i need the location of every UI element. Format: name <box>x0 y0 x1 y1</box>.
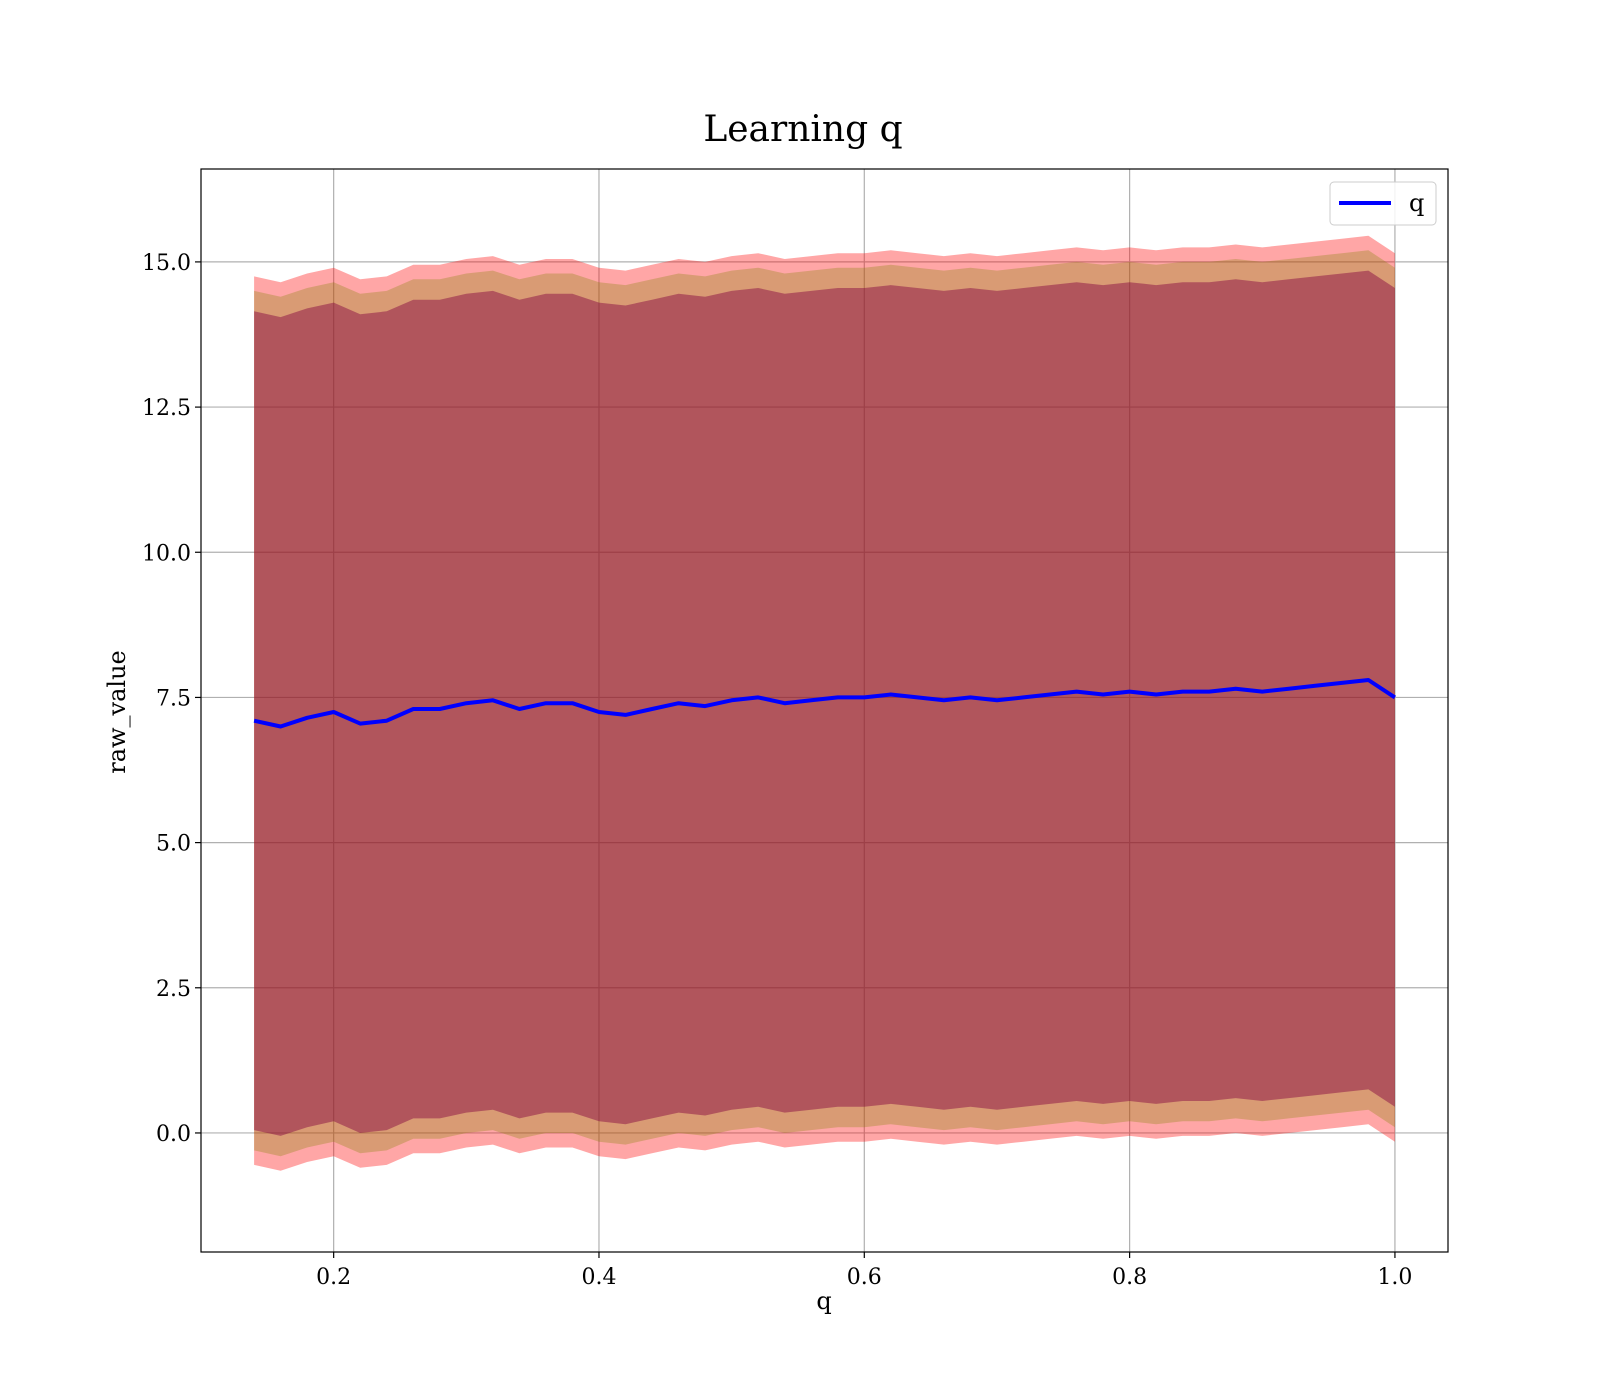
legend: q <box>1329 181 1437 226</box>
series-lines <box>253 678 1396 729</box>
y-tick-label: 7.5 <box>156 686 191 711</box>
chart-title: Learning q <box>703 109 902 150</box>
y-axis-ticks: 0.0 2.5 5.0 7.5 10.0 12.5 15.0 <box>142 251 201 1147</box>
legend-label-q: q <box>1409 189 1424 217</box>
y-axis-label: raw_value <box>103 650 131 774</box>
y-tick-label: 15.0 <box>142 251 191 276</box>
y-tick-label: 5.0 <box>156 832 191 857</box>
x-tick-label: 0.6 <box>847 1265 882 1290</box>
x-tick-label: 0.4 <box>581 1265 616 1290</box>
x-axis-ticks: 0.2 0.4 0.6 0.8 1.0 <box>316 1252 1412 1290</box>
y-tick-label: 2.5 <box>156 977 191 1002</box>
x-axis-label: q <box>816 1287 831 1315</box>
confidence-band-0 <box>254 235 1395 1171</box>
series-line-q <box>253 678 1396 729</box>
confidence-band-1 <box>254 250 1395 1157</box>
confidence-bands <box>254 235 1395 1171</box>
y-tick-label: 10.0 <box>142 541 191 566</box>
plot-frame <box>200 168 1449 1253</box>
x-tick-label: 1.0 <box>1377 1265 1412 1290</box>
x-tick-label: 0.2 <box>316 1265 351 1290</box>
y-tick-label: 12.5 <box>142 396 191 421</box>
y-tick-label: 0.0 <box>156 1122 191 1147</box>
confidence-band-2 <box>254 270 1395 1136</box>
x-tick-label: 0.8 <box>1112 1265 1147 1290</box>
